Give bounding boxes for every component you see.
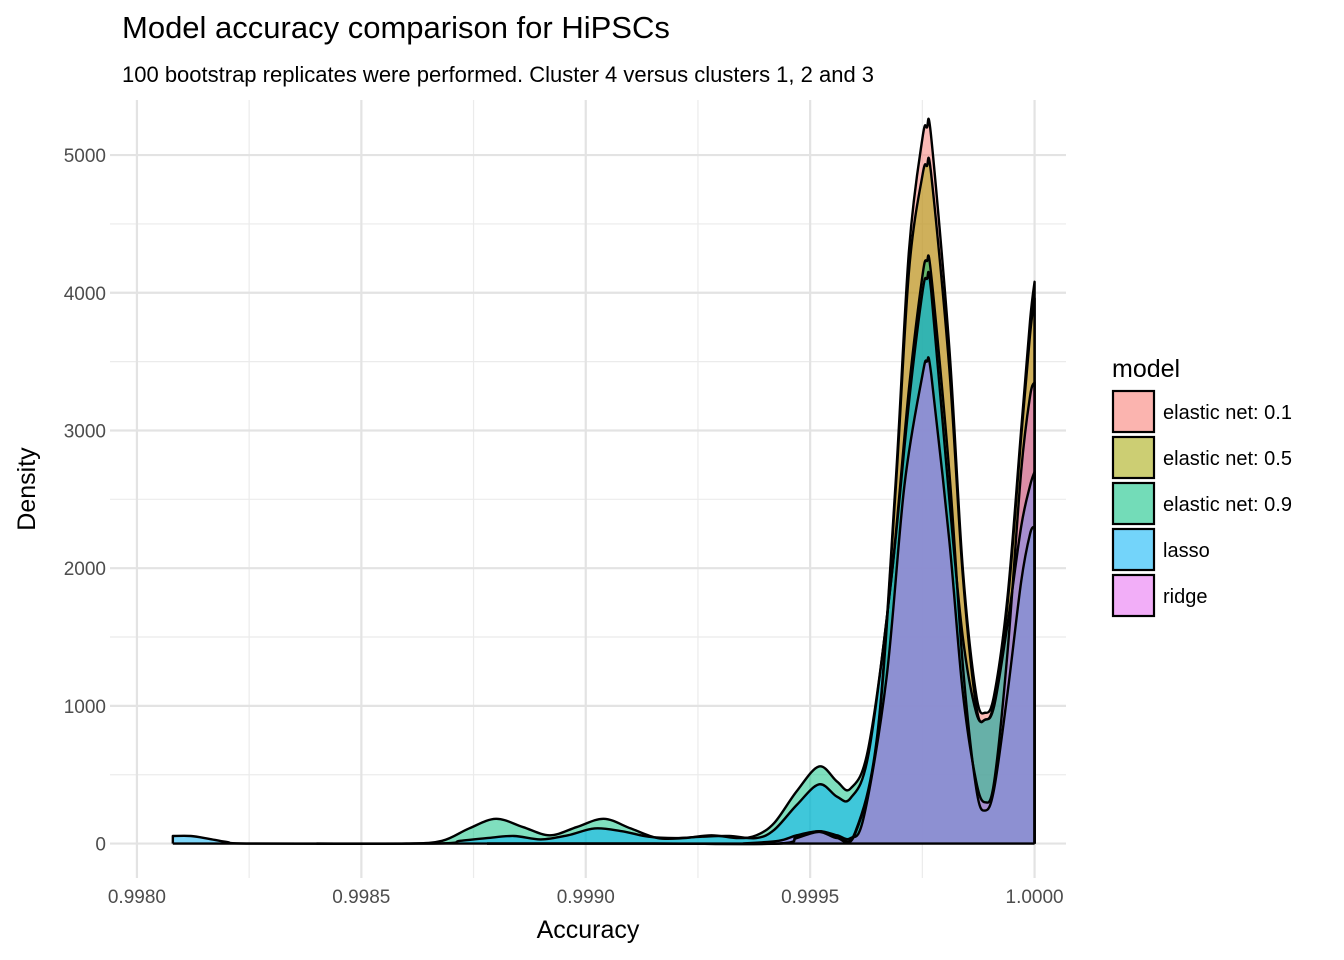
legend-label: elastic net: 0.1: [1163, 402, 1292, 424]
density-outline-4: [742, 356, 1036, 845]
legend-swatch: [1111, 527, 1156, 572]
chart-title: Model accuracy comparison for HiPSCs: [122, 10, 670, 45]
chart-subtitle: 100 bootstrap replicates were performed.…: [122, 62, 875, 87]
x-axis-title: Accuracy: [537, 916, 640, 944]
legend-label: lasso: [1163, 540, 1210, 562]
legend-label: ridge: [1163, 586, 1207, 608]
y-tick-label: 4000: [64, 284, 106, 305]
y-tick-label: 5000: [64, 146, 106, 167]
y-tick-label: 2000: [64, 559, 106, 580]
y-tick-label: 0: [95, 835, 106, 856]
y-axis-title: Density: [13, 447, 41, 531]
y-tick-label: 1000: [64, 697, 106, 718]
x-tick-label: 0.9980: [108, 887, 166, 908]
legend-swatch: [1111, 481, 1156, 526]
y-axis-ticks: 0 1000 2000 3000 4000 5000: [64, 146, 106, 855]
y-tick-label: 3000: [64, 421, 106, 442]
x-tick-label: 0.9985: [332, 887, 390, 908]
x-axis-ticks: 0.9980 0.9985 0.9990 0.9995 1.0000: [108, 887, 1064, 908]
legend-swatch: [1111, 435, 1156, 480]
density-outline-1: [487, 156, 1036, 846]
density-area-4: [742, 357, 1035, 844]
legend-swatch: [1111, 389, 1156, 434]
x-tick-label: 0.9990: [557, 887, 615, 908]
legend-swatch: [1111, 573, 1156, 618]
legend-title: model: [1112, 355, 1180, 383]
density-outline-2: [316, 254, 1036, 845]
legend-label: elastic net: 0.9: [1163, 494, 1292, 516]
legend-label: elastic net: 0.5: [1163, 448, 1292, 470]
density-areas: [172, 118, 1035, 845]
x-tick-label: 1.0000: [1006, 887, 1064, 908]
legend-items: elastic net: 0.1 elastic net: 0.5 elastic …: [1111, 389, 1292, 618]
density-outlines: [171, 117, 1036, 846]
density-outline-3: [171, 270, 1036, 846]
x-tick-label: 0.9995: [781, 887, 839, 908]
